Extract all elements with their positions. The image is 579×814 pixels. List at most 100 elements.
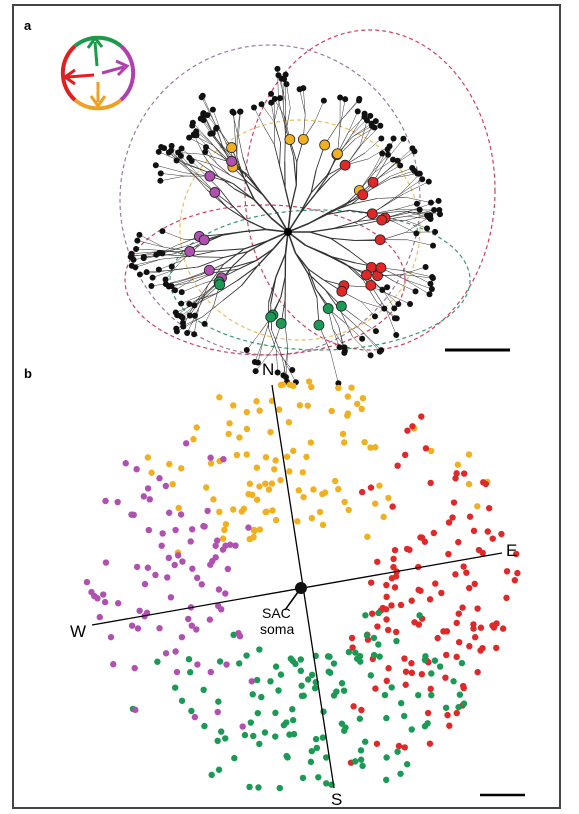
synapse-point <box>466 481 472 487</box>
synapse-point <box>451 499 457 505</box>
synapse-point <box>335 486 341 492</box>
varicosity <box>412 288 418 294</box>
synapse-point <box>248 719 254 725</box>
synapse-point <box>145 454 151 460</box>
synapse-point <box>263 509 269 515</box>
synapse-point <box>418 413 424 419</box>
figure: a b N S E W SAC soma <box>0 0 579 814</box>
synapse-point <box>169 481 175 487</box>
synapse-point <box>223 521 229 527</box>
varicosity <box>342 348 348 354</box>
varicosity <box>158 170 164 176</box>
synapse-point <box>263 454 269 460</box>
synapse-point <box>212 543 218 549</box>
synapse-point <box>374 559 380 565</box>
varicosity <box>169 264 175 270</box>
synapse-point <box>314 745 320 751</box>
varicosity <box>342 96 348 102</box>
synapse-point <box>385 495 391 501</box>
synapse-point <box>266 486 272 492</box>
varicosity <box>199 94 205 100</box>
synapse-point <box>244 409 250 415</box>
varicosity <box>187 313 193 319</box>
synapse-point <box>368 484 374 490</box>
varicosity <box>178 301 184 307</box>
synapse-point <box>466 451 472 457</box>
synapse-point <box>422 539 428 545</box>
synapse-point <box>472 581 478 587</box>
varicosity <box>419 176 425 182</box>
synapse-point <box>339 680 345 686</box>
synapse-point <box>345 393 351 399</box>
synapse-point <box>388 602 394 608</box>
synapse-point <box>147 496 153 502</box>
varicosity <box>283 72 289 78</box>
synapse-point <box>178 511 184 517</box>
synapse-point <box>398 700 404 706</box>
synapse-point <box>100 591 106 597</box>
labeled-varicosity <box>337 286 347 296</box>
synapse-point <box>393 638 399 644</box>
synapse-point <box>374 623 380 629</box>
synapse-point <box>243 652 249 658</box>
synapse-point <box>401 655 407 661</box>
synapse-point <box>300 494 306 500</box>
synapse-point <box>445 551 451 557</box>
synapse-point <box>231 755 237 761</box>
varicosity <box>429 286 435 292</box>
synapse-point <box>262 729 268 735</box>
synapse-point <box>188 708 194 714</box>
varicosity <box>159 228 165 234</box>
labeled-varicosity <box>377 215 387 225</box>
synapse-point <box>375 610 381 616</box>
synapse-point <box>498 531 504 537</box>
synapse-point <box>454 620 460 626</box>
synapse-point <box>179 698 185 704</box>
synapse-point <box>172 684 178 690</box>
varicosity <box>427 212 433 218</box>
synapse-point <box>142 581 148 587</box>
varicosity <box>424 225 430 231</box>
synapse-point <box>249 678 255 684</box>
synapse-point <box>131 512 137 518</box>
varicosity <box>378 136 384 142</box>
varicosity <box>259 101 265 107</box>
synapse-point <box>163 483 169 489</box>
synapse-point <box>383 616 389 622</box>
synapse-point <box>383 715 389 721</box>
synapse-point <box>327 670 333 676</box>
synapse-point <box>175 552 181 558</box>
synapse-point <box>456 639 462 645</box>
varicosity <box>129 263 135 269</box>
synapse-point <box>222 590 228 596</box>
synapse-point <box>123 460 129 466</box>
synapse-point <box>359 489 365 495</box>
synapse-point <box>308 759 314 765</box>
synapse-point <box>408 660 414 666</box>
synapse-point <box>428 686 434 692</box>
synapse-point <box>493 645 499 651</box>
synapse-point <box>218 728 224 734</box>
synapse-point <box>148 470 154 476</box>
varicosity <box>274 66 280 72</box>
varicosity <box>337 95 343 101</box>
varicosity <box>141 255 147 261</box>
synapse-point <box>201 523 207 529</box>
synapse-point <box>472 634 478 640</box>
synapse-point <box>254 464 260 470</box>
varicosity <box>361 114 367 120</box>
synapse-point <box>216 586 222 592</box>
synapse-point <box>156 625 162 631</box>
synapse-point <box>419 671 425 677</box>
synapse-point <box>110 661 116 667</box>
synapse-point <box>393 629 399 635</box>
synapse-point <box>250 534 256 540</box>
varicosity <box>180 315 186 321</box>
panel-label: b <box>24 366 32 381</box>
varicosity <box>428 200 434 206</box>
synapse-point <box>245 491 251 497</box>
synapse-point <box>392 547 398 553</box>
synapse-point <box>360 395 366 401</box>
varicosity <box>179 289 185 295</box>
synapse-point <box>443 705 449 711</box>
